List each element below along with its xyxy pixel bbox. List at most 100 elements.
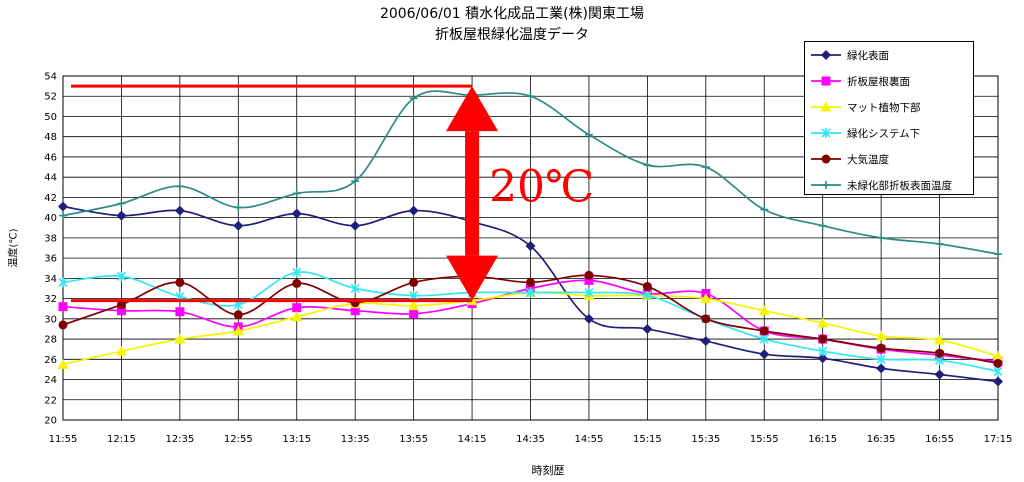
data-point-4 — [292, 267, 302, 278]
data-point-1 — [583, 313, 594, 324]
x-tick-label: 15:55 — [750, 434, 779, 445]
data-point-1 — [759, 349, 770, 360]
data-point-5 — [116, 300, 126, 310]
data-point-6 — [526, 92, 535, 101]
data-point-2 — [58, 302, 68, 312]
data-point-2 — [116, 306, 126, 316]
data-point-1 — [233, 220, 244, 231]
legend-item-4: 緑化システム下 — [805, 120, 973, 146]
data-point-4 — [584, 287, 594, 298]
data-point-3 — [934, 334, 946, 345]
x-tick-label: 13:15 — [282, 434, 311, 445]
x-tick-label: 12:35 — [165, 434, 194, 445]
data-point-5 — [876, 343, 886, 353]
x-tick-label: 15:15 — [633, 434, 662, 445]
data-point-4 — [350, 283, 360, 294]
y-tick-label: 54 — [44, 72, 57, 83]
data-point-6 — [643, 161, 652, 170]
legend-label: 未緑化部折板表面温度 — [847, 179, 952, 192]
data-point-5 — [409, 277, 419, 287]
y-axis-label: 温度(℃) — [8, 228, 20, 268]
data-point-3 — [875, 330, 887, 341]
data-point-1 — [116, 210, 127, 221]
y-tick-label: 26 — [44, 355, 57, 366]
data-point-1 — [934, 369, 945, 380]
data-point-5 — [526, 277, 535, 287]
data-point-5 — [175, 277, 185, 287]
legend-swatch — [811, 128, 841, 138]
data-point-5 — [58, 320, 68, 330]
y-tick-label: 34 — [44, 274, 57, 285]
data-point-5 — [935, 348, 945, 358]
annotation-arrow-down — [446, 255, 499, 301]
data-point-6 — [584, 130, 593, 139]
data-point-4 — [525, 287, 536, 298]
data-point-1 — [291, 208, 302, 219]
data-point-6 — [292, 189, 301, 198]
data-point-3 — [57, 358, 69, 369]
data-point-3 — [992, 350, 1004, 361]
legend-item-1: 緑化表面 — [805, 42, 973, 68]
data-point-5 — [584, 270, 594, 280]
data-point-5 — [818, 334, 828, 344]
legend-label: 緑化システム下 — [847, 127, 921, 140]
chart-legend: 緑化表面 折板屋根裏面 マット植物下部 緑化システム下 大気温度 未緑化部折板表面温度 — [804, 41, 974, 195]
x-tick-label: 15:35 — [691, 434, 720, 445]
y-tick-label: 46 — [44, 152, 57, 163]
legend-marker — [821, 50, 831, 60]
data-point-2 — [584, 275, 594, 285]
legend-marker — [820, 101, 832, 112]
data-point-6 — [935, 239, 944, 248]
data-point-1 — [993, 376, 1003, 387]
data-point-3 — [291, 311, 303, 322]
y-tick-label: 52 — [44, 92, 57, 103]
data-point-4 — [409, 290, 419, 301]
annotation-label: 20℃ — [489, 161, 594, 212]
data-point-5 — [993, 358, 1003, 368]
data-point-2 — [409, 309, 419, 319]
legend-item-5: 大気温度 — [805, 146, 973, 172]
y-tick-label: 48 — [44, 132, 57, 143]
data-point-4 — [818, 346, 828, 357]
data-point-1 — [700, 336, 711, 347]
data-point-1 — [174, 205, 185, 216]
data-point-2 — [350, 306, 360, 316]
data-point-3 — [115, 345, 127, 356]
data-point-4 — [759, 334, 769, 345]
legend-item-6: 未緑化部折板表面温度 — [805, 172, 973, 198]
data-point-5 — [701, 314, 711, 324]
data-point-6 — [409, 94, 418, 103]
data-point-6 — [117, 199, 126, 208]
y-tick-label: 30 — [44, 314, 57, 325]
data-point-6 — [877, 233, 886, 242]
legend-label: マット植物下部 — [847, 101, 921, 114]
data-point-6 — [818, 221, 827, 230]
data-point-1 — [817, 353, 828, 364]
data-point-3 — [408, 300, 420, 311]
data-point-4 — [993, 366, 1003, 377]
plot-area-border — [62, 75, 999, 421]
y-tick-label: 42 — [44, 193, 57, 204]
data-point-6 — [701, 163, 710, 172]
legend-swatch — [811, 181, 841, 189]
data-point-2 — [292, 303, 302, 313]
chart-title-line1: 2006/06/01 積水化成品工業(株)関東工場 — [379, 6, 645, 22]
data-point-1 — [408, 205, 419, 216]
legend-marker — [822, 181, 830, 189]
x-tick-label: 14:55 — [575, 434, 604, 445]
data-point-4 — [876, 354, 886, 365]
y-tick-label: 40 — [44, 213, 57, 224]
data-point-6 — [994, 250, 1002, 259]
data-point-1 — [642, 323, 653, 334]
legend-swatch — [811, 154, 841, 164]
x-tick-label: 16:35 — [867, 434, 896, 445]
x-tick-label: 16:55 — [925, 434, 954, 445]
data-point-3 — [700, 293, 712, 304]
data-point-6 — [351, 177, 360, 186]
data-point-4 — [58, 277, 68, 288]
y-tick-label: 44 — [44, 173, 57, 184]
x-tick-label: 12:15 — [107, 434, 136, 445]
y-tick-label: 32 — [44, 294, 57, 305]
y-tick-label: 22 — [44, 395, 57, 406]
data-point-5 — [759, 326, 769, 336]
